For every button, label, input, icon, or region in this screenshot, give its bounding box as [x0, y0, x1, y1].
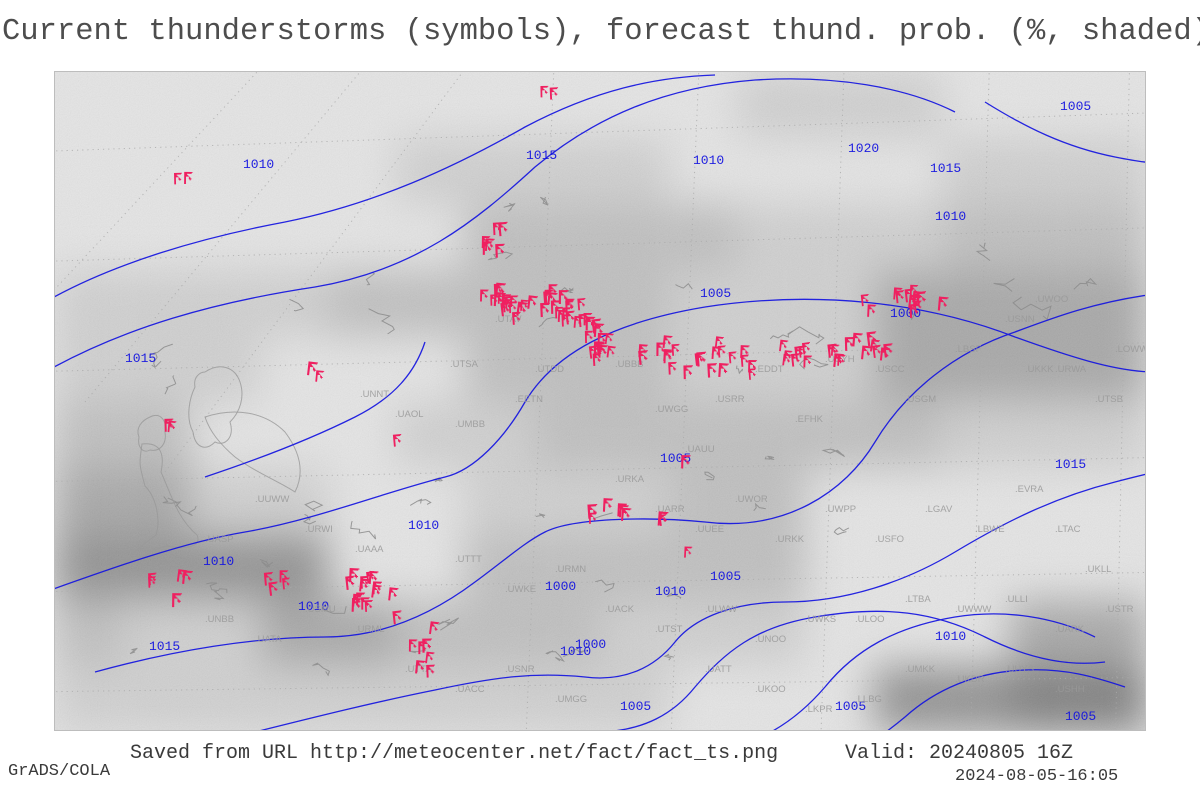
svg-text:.LGAV: .LGAV — [925, 504, 953, 515]
svg-text:.UWOO: .UWOO — [1035, 294, 1068, 305]
svg-text:.UATT: .UATT — [705, 664, 732, 675]
svg-text:.UASP: .UASP — [205, 534, 234, 545]
svg-text:.UNBB: .UNBB — [205, 614, 234, 625]
svg-text:.UWKS: .UWKS — [805, 614, 836, 625]
svg-text:.USCC: .USCC — [875, 364, 905, 375]
svg-text:.LLBG: .LLBG — [855, 694, 882, 705]
svg-text:.UACK: .UACK — [605, 604, 635, 615]
svg-text:.UMBB: .UMBB — [455, 419, 485, 430]
svg-text:.LBWE: .LBWE — [975, 524, 1005, 535]
svg-text:.EFHK: .EFHK — [795, 414, 824, 425]
svg-text:.USFO: .USFO — [875, 534, 904, 545]
svg-text:.LTBA: .LTBA — [905, 594, 931, 605]
svg-text:1015: 1015 — [526, 148, 557, 163]
svg-text:1000: 1000 — [890, 306, 921, 321]
svg-text:1010: 1010 — [545, 729, 576, 731]
svg-text:.USRR: .USRR — [715, 394, 745, 405]
svg-text:.LTAC: .LTAC — [1055, 524, 1081, 535]
svg-text:.UMGG: .UMGG — [555, 694, 587, 705]
svg-text:.UKOO: .UKOO — [755, 684, 786, 695]
svg-text:1005: 1005 — [710, 569, 741, 584]
svg-text:1015: 1015 — [149, 639, 180, 654]
svg-text:1000: 1000 — [575, 637, 606, 652]
svg-text:.ULWW: .ULWW — [705, 604, 737, 615]
svg-text:.EETN: .EETN — [515, 394, 543, 405]
svg-text:1015: 1015 — [125, 351, 156, 366]
svg-text:.LOWW: .LOWW — [1115, 344, 1146, 355]
svg-text:.UTTT: .UTTT — [455, 554, 482, 565]
svg-text:.UATA: .UATA — [255, 634, 282, 645]
svg-text:.LKPR: .LKPR — [805, 704, 833, 715]
svg-text:.USMU: .USMU — [305, 604, 336, 615]
svg-text:.ULLI: .ULLI — [1005, 594, 1028, 605]
svg-text:.URKK: .URKK — [775, 534, 805, 545]
svg-text:.UWKE: .UWKE — [505, 584, 536, 595]
svg-text:.UWPP: .UWPP — [825, 504, 856, 515]
svg-text:.UWOR: .UWOR — [735, 494, 768, 505]
svg-text:1010: 1010 — [935, 209, 966, 224]
svg-text:1015: 1015 — [930, 161, 961, 176]
svg-text:.UUYS: .UUYS — [1005, 664, 1034, 675]
svg-text:.EDDT: .EDDT — [755, 364, 784, 375]
svg-text:.URML: .URML — [355, 624, 385, 635]
svg-text:1010: 1010 — [935, 629, 966, 644]
svg-text:1005: 1005 — [1060, 99, 1091, 114]
svg-text:.USTR: .USTR — [1105, 604, 1134, 615]
svg-text:.UWGG: .UWGG — [655, 404, 688, 415]
svg-text:.UTSA: .UTSA — [450, 359, 479, 370]
svg-text:.UAUU: .UAUU — [685, 444, 715, 455]
svg-text:1005: 1005 — [700, 286, 731, 301]
svg-text:1005: 1005 — [1065, 709, 1096, 724]
svg-text:.URWI: .URWI — [305, 524, 333, 535]
svg-text:.ULOO: .ULOO — [855, 614, 885, 625]
svg-text:.UNOO: .UNOO — [755, 634, 786, 645]
svg-text:.UTST: .UTST — [655, 624, 683, 635]
svg-text:1010: 1010 — [243, 157, 274, 172]
svg-text:.UWWW: .UWWW — [955, 604, 991, 615]
svg-text:.USNN: .USNN — [1005, 314, 1035, 325]
svg-text:.UNNT: .UNNT — [360, 389, 389, 400]
svg-text:.UAAA: .UAAA — [355, 544, 384, 555]
svg-text:.UKDR: .UKDR — [955, 674, 985, 685]
svg-text:.UARK: .UARK — [1055, 624, 1085, 635]
svg-text:.UKKK: .UKKK — [1025, 364, 1054, 375]
svg-text:.UUWW: .UUWW — [255, 494, 289, 505]
svg-text:1010: 1010 — [408, 518, 439, 533]
svg-text:.UMKK: .UMKK — [905, 664, 936, 675]
svg-text:.UKLL: .UKLL — [1085, 564, 1111, 575]
svg-text:.USHH: .USHH — [1055, 684, 1085, 695]
svg-text:1015: 1015 — [1055, 457, 1086, 472]
svg-text:1000: 1000 — [545, 579, 576, 594]
svg-text:.USNR: .USNR — [505, 664, 535, 675]
svg-text:1010: 1010 — [655, 584, 686, 599]
svg-text:1020: 1020 — [848, 141, 879, 156]
svg-text:.UTSB: .UTSB — [1095, 394, 1123, 405]
svg-text:.URMN: .URMN — [555, 564, 586, 575]
svg-text:.URKA: .URKA — [615, 474, 645, 485]
svg-text:.UACC: .UACC — [455, 684, 485, 695]
svg-text:.UTDD: .UTDD — [535, 364, 564, 375]
svg-text:1010: 1010 — [693, 153, 724, 168]
svg-text:.URWA: .URWA — [1055, 364, 1087, 375]
svg-text:1005: 1005 — [620, 699, 651, 714]
svg-text:.LBSF: .LBSF — [955, 344, 982, 355]
svg-text:.UUEE: .UUEE — [695, 524, 724, 535]
svg-text:1010: 1010 — [203, 554, 234, 569]
svg-text:.USGM: .USGM — [905, 394, 936, 405]
svg-text:.UAOL: .UAOL — [395, 409, 424, 420]
svg-text:.EVRA: .EVRA — [1015, 484, 1044, 495]
